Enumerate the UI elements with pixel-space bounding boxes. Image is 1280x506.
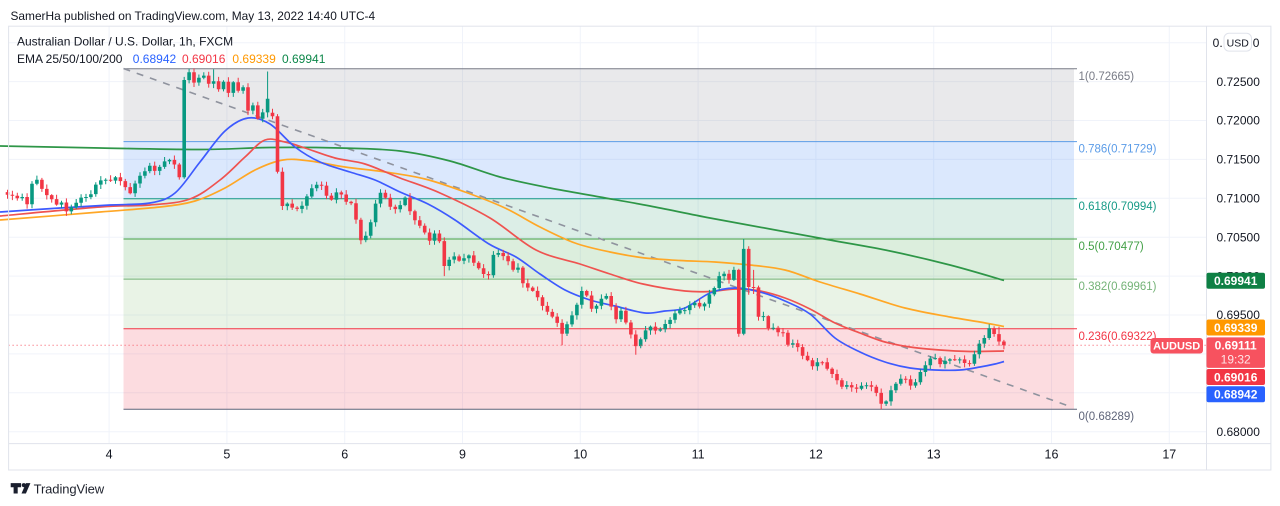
svg-text:TradingView: TradingView [34,481,105,496]
svg-text:0.69339: 0.69339 [1214,321,1258,335]
svg-text:0.70500: 0.70500 [1217,230,1261,244]
svg-text:0.68000: 0.68000 [1217,425,1261,439]
svg-text:EMA 25/50/100/200: EMA 25/50/100/200 [17,52,123,66]
svg-text:0.71000: 0.71000 [1217,192,1261,206]
svg-text:13: 13 [927,448,941,462]
svg-text:0.69016: 0.69016 [182,52,226,66]
svg-text:0.72500: 0.72500 [1217,75,1261,89]
svg-text:5: 5 [223,448,230,462]
svg-text:0.69941: 0.69941 [282,52,326,66]
svg-text:0: 0 [1253,36,1260,50]
svg-text:0.69016: 0.69016 [1214,370,1258,384]
svg-text:AUDUSD: AUDUSD [1153,341,1200,353]
svg-text:1(0.72665): 1(0.72665) [1079,71,1135,83]
svg-text:SamerHa published on TradingVi: SamerHa published on TradingView.com, Ma… [11,9,376,23]
svg-text:0.69339: 0.69339 [232,52,276,66]
svg-text:0.68942: 0.68942 [1214,388,1258,402]
svg-text:17: 17 [1162,448,1176,462]
svg-text:0.69111: 0.69111 [1215,339,1257,353]
svg-text:4: 4 [106,448,113,462]
svg-text:19:32: 19:32 [1221,353,1251,367]
svg-text:6: 6 [341,448,348,462]
svg-text:0.786(0.71729): 0.786(0.71729) [1079,144,1157,156]
svg-text:10: 10 [573,448,587,462]
svg-text:0.72000: 0.72000 [1217,114,1261,128]
svg-text:0(0.68289): 0(0.68289) [1079,411,1135,423]
svg-text:Australian Dollar / U.S. Dolla: Australian Dollar / U.S. Dollar, 1h, FXC… [17,35,233,49]
svg-text:0.68942: 0.68942 [133,52,177,66]
svg-text:0.618(0.70994): 0.618(0.70994) [1079,201,1157,213]
svg-text:0.69500: 0.69500 [1217,308,1261,322]
svg-text:0.: 0. [1213,36,1223,50]
svg-text:0.236(0.69322): 0.236(0.69322) [1079,331,1157,343]
svg-text:12: 12 [809,448,823,462]
svg-text:9: 9 [459,448,466,462]
svg-text:USD: USD [1227,38,1250,50]
svg-text:0.69941: 0.69941 [1214,274,1258,288]
svg-text:0.5(0.70477): 0.5(0.70477) [1079,241,1144,253]
svg-text:11: 11 [692,448,705,462]
svg-text:0.382(0.69961): 0.382(0.69961) [1079,281,1157,293]
svg-text:0.71500: 0.71500 [1217,153,1261,167]
svg-text:16: 16 [1045,448,1059,462]
